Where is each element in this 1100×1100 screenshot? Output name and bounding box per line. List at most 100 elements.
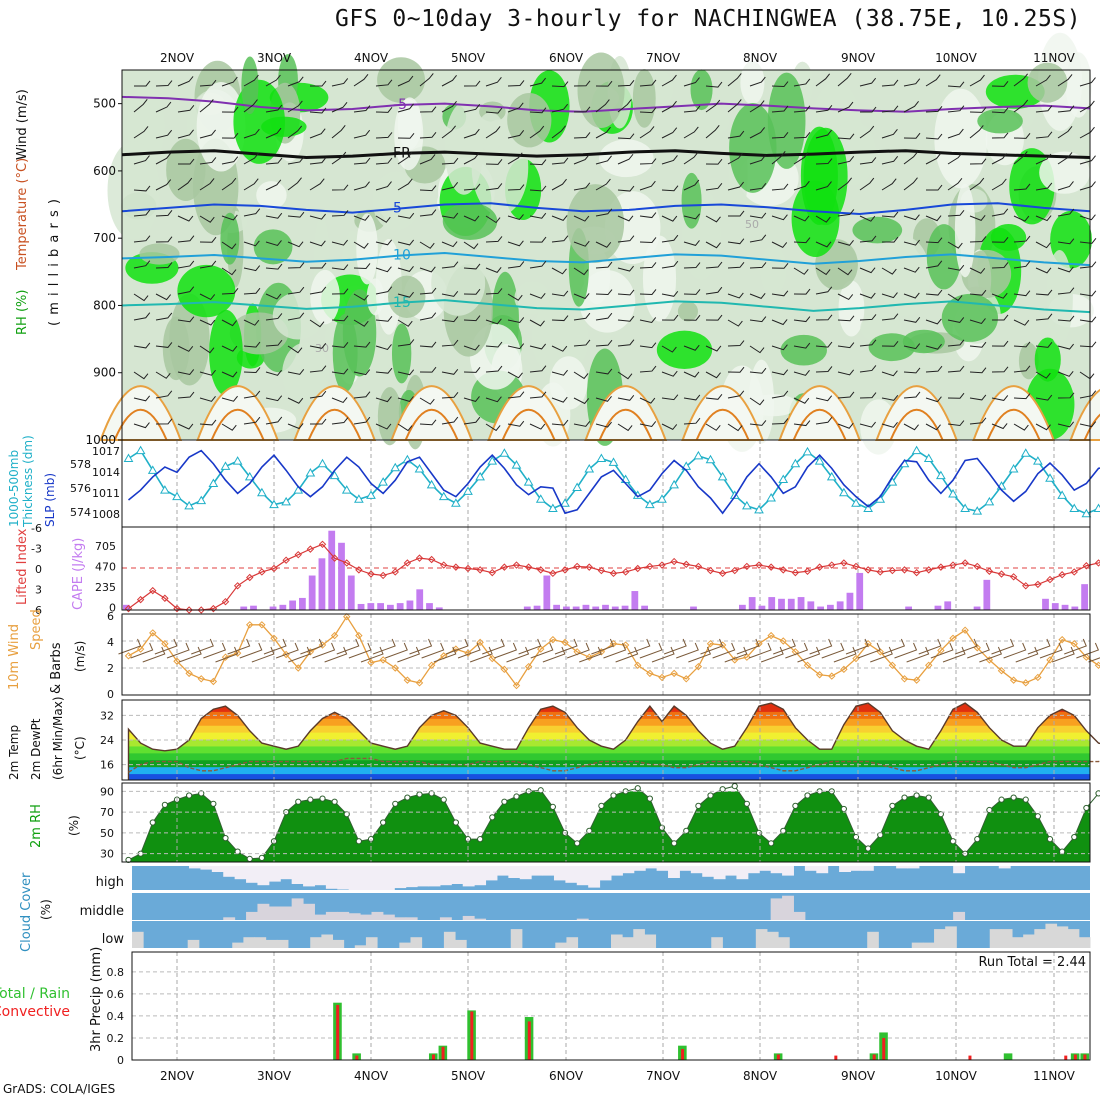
wind-barb — [837, 239, 854, 246]
wind-barb — [727, 238, 745, 245]
wind-barb — [177, 345, 194, 352]
rh-shade — [1034, 337, 1061, 382]
rh-shade — [261, 116, 307, 137]
wind-barb-10m — [736, 638, 760, 655]
rh-point — [331, 798, 338, 805]
wind-barb — [309, 107, 327, 114]
wind-barb — [683, 262, 701, 269]
wind-barb-10m — [506, 646, 530, 663]
cloud-cell — [417, 866, 430, 887]
rh-shade — [372, 171, 421, 231]
wind-barb — [441, 416, 459, 425]
wind-barb-10m — [918, 638, 942, 655]
rh-point — [852, 833, 860, 841]
y-tick-slp: 1014 — [92, 466, 120, 479]
wind-barb — [419, 266, 436, 273]
wind-barb — [1079, 214, 1096, 221]
wind-barb — [375, 157, 393, 165]
wind-barb — [727, 152, 743, 165]
rh-point — [901, 794, 908, 801]
wind-barb — [1035, 394, 1053, 401]
li-point — [900, 566, 909, 574]
rh-point — [610, 792, 617, 799]
cape-bar — [1061, 604, 1069, 610]
cape-bar — [621, 605, 629, 610]
wind-barb — [925, 74, 941, 87]
wind-speed-point — [221, 653, 230, 661]
wind-barb — [265, 212, 283, 219]
wind-barb — [397, 178, 413, 191]
contour-label: 5 — [393, 201, 402, 217]
rh-shade — [549, 356, 588, 410]
cloud-cell — [354, 945, 367, 948]
wind-barb — [529, 185, 547, 192]
wind-barb-10m — [118, 638, 142, 655]
precip-convective-bar — [968, 1055, 972, 1060]
wind-barb — [221, 76, 238, 87]
wind-barb — [287, 156, 305, 165]
wind-barb — [771, 151, 786, 165]
wind-barb — [529, 319, 545, 327]
thickness-point — [778, 474, 789, 484]
li-point — [476, 566, 484, 574]
wind-barb — [925, 318, 942, 325]
rh-shade — [1027, 62, 1068, 103]
cloud-cell — [679, 866, 692, 871]
y-tick-mb: 900 — [93, 366, 116, 380]
wind-barb — [947, 365, 965, 373]
wind-barb — [925, 153, 942, 165]
wind-barb — [353, 215, 370, 221]
li-point — [1094, 559, 1100, 567]
contour-label: 15 — [393, 295, 411, 311]
wind-barb — [573, 267, 589, 276]
contour-label: 50 — [745, 218, 759, 231]
wind-speed-point — [694, 662, 703, 671]
wind-barb-10m — [203, 642, 227, 659]
rh-shade — [431, 250, 486, 316]
wind-barb — [287, 262, 305, 269]
cloud-cell — [599, 866, 612, 881]
wind-barb — [903, 78, 921, 87]
temp-contour — [121, 251, 1091, 267]
wind-barb — [1035, 289, 1053, 296]
cape-bar — [592, 606, 600, 610]
cloud-cell — [766, 931, 779, 948]
cape-bar — [553, 604, 560, 610]
rh-shade — [107, 141, 160, 240]
cloud-cell — [588, 866, 601, 888]
thickness-frame — [121, 439, 1091, 528]
rh-point — [780, 827, 787, 834]
wind-barb — [925, 237, 943, 244]
wind-speed-point — [379, 656, 387, 664]
precip-convective-bar — [441, 1046, 445, 1060]
cloud-cell — [246, 866, 258, 883]
wind-barb — [595, 395, 612, 402]
wind-barb — [595, 368, 613, 375]
cloud-cell — [268, 906, 281, 920]
wind-barb — [221, 267, 237, 276]
wind-barb — [1057, 181, 1074, 191]
cape-bar — [856, 572, 864, 610]
wind-barb — [991, 107, 1009, 114]
wind-barb — [595, 289, 613, 296]
wind-speed-point — [197, 675, 205, 683]
wind-speed-point — [743, 653, 751, 661]
wind-barb — [991, 366, 1009, 373]
rh-shade — [477, 112, 505, 152]
wind-barb — [815, 286, 833, 295]
wind-barb — [397, 151, 413, 165]
rh-shade — [690, 69, 713, 111]
wind-barb-10m — [409, 638, 433, 655]
wind-barb — [551, 419, 569, 426]
wind-barb — [309, 418, 327, 425]
wind-speed-point — [294, 664, 302, 672]
wind-barb — [749, 127, 766, 139]
rh-point — [489, 814, 496, 821]
x-tick-bottom: 9NOV — [841, 1069, 876, 1083]
wind-barb-10m — [1027, 638, 1051, 655]
wind-barb — [463, 344, 480, 351]
wind-barb-10m — [979, 646, 1003, 663]
wind-barb — [1035, 74, 1051, 87]
wind-barb — [1079, 290, 1097, 297]
y-tick-wind: 4 — [107, 636, 114, 649]
